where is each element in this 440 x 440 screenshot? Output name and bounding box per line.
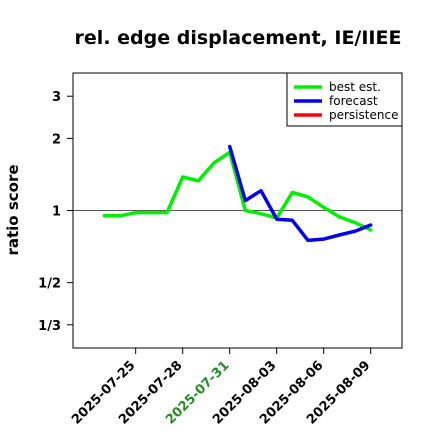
legend-label-best-est: best est. [329,80,381,94]
y-tick-label: 2 [52,132,61,147]
legend-label-persistence: persistence [329,108,398,122]
legend: best est. forecast persistence [286,72,403,127]
y-tick-label: 1/3 [38,319,61,334]
x-ticks: 2025-07-252025-07-282025-07-312025-08-03… [69,348,373,428]
legend-label-forecast: forecast [329,94,378,108]
y-tick-label: 1 [52,205,61,220]
series-line-best-est [102,150,373,232]
series-layer [102,144,373,243]
y-tick-label: 3 [52,90,61,105]
y-ticks: 1/3 1/2 1 2 3 [38,90,73,334]
y-axis-label: ratio score [4,164,22,255]
chart-title: rel. edge displacement, IE/IIEE [75,27,402,49]
y-tick-label: 1/2 [38,277,61,292]
series-line-forecast [227,144,373,243]
